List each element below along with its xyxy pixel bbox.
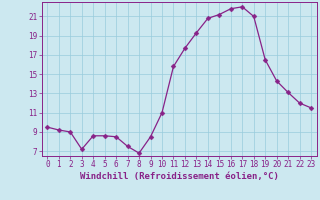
X-axis label: Windchill (Refroidissement éolien,°C): Windchill (Refroidissement éolien,°C) — [80, 172, 279, 181]
